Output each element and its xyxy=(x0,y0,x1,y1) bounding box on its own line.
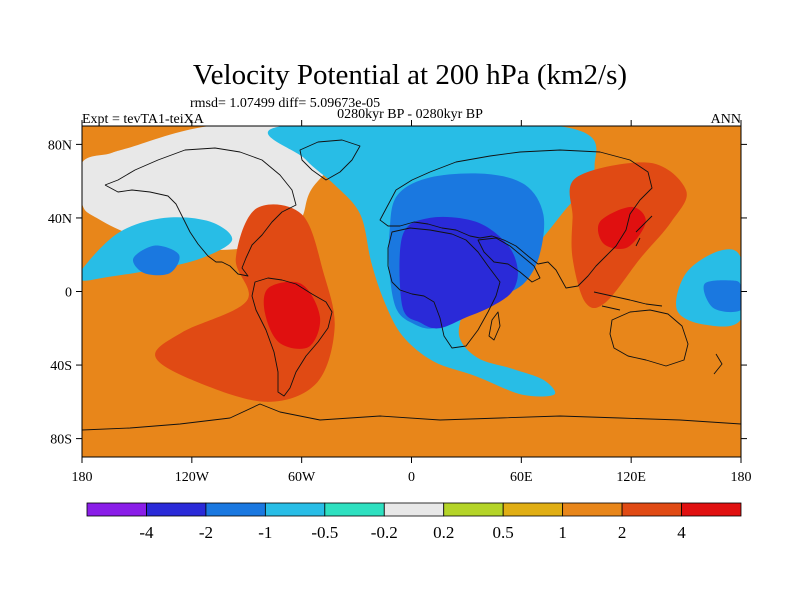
coast-antarctica xyxy=(82,403,741,431)
colorbar-label: 0.5 xyxy=(493,523,514,542)
coast-australia xyxy=(609,309,689,367)
colorbar-swatch xyxy=(621,502,682,517)
colorbar-swatch xyxy=(681,502,742,517)
field-region-south-america-positive-core xyxy=(263,281,321,349)
colorbar-swatch xyxy=(383,502,445,517)
x-tick-label: 120W xyxy=(175,470,210,485)
coast-arabia-india xyxy=(477,237,541,283)
colorbar-swatch xyxy=(205,502,266,517)
colorbar-swatch xyxy=(264,502,326,517)
x-tick-label: 180 xyxy=(731,470,752,485)
colorbar-swatch xyxy=(146,502,207,517)
field-region-asia-pacific-positive-core xyxy=(597,206,646,250)
x-tick-label: 0 xyxy=(408,470,415,485)
period-label: 0280kyr BP - 0280kyr BP xyxy=(337,107,483,122)
coast-europe-asia xyxy=(379,149,653,289)
x-tick-label: 60E xyxy=(510,470,533,485)
colorbar: -4 -2 -1 -0.5 -0.2 0.2 0.5 1 2 4 xyxy=(86,502,742,542)
x-axis: 180 120W 60W 0 60E 120E 180 xyxy=(72,120,752,485)
coast-greenland xyxy=(299,139,361,181)
coastlines xyxy=(82,139,741,431)
coast-indonesia xyxy=(593,291,663,311)
chart-title: Velocity Potential at 200 hPa (km2/s) xyxy=(193,59,627,91)
colorbar-swatch xyxy=(443,502,504,517)
contour-field xyxy=(82,126,741,457)
field-region-africa-negative-minimum xyxy=(399,216,518,329)
colorbar-swatch xyxy=(502,502,564,517)
x-tick-label: 60W xyxy=(288,470,316,485)
colorbar-label: -1 xyxy=(258,523,272,542)
field-region-east-pacific-negative-core xyxy=(132,245,180,276)
colorbar-label: -0.5 xyxy=(311,523,338,542)
coast-madagascar xyxy=(488,311,501,341)
coast-africa xyxy=(387,227,501,349)
coast-north-america xyxy=(104,147,297,277)
colorbar-swatch xyxy=(562,502,623,517)
colorbar-label: -2 xyxy=(199,523,213,542)
colorbar-label: 4 xyxy=(677,523,686,542)
experiment-label: Expt = tevTA1-teiXA xyxy=(82,112,205,127)
colorbar-swatch xyxy=(324,502,385,517)
x-tick-label: 180 xyxy=(72,470,93,485)
y-tick-label: 40N xyxy=(48,212,72,227)
x-tick-label: 120E xyxy=(616,470,646,485)
colorbar-label: -4 xyxy=(139,523,154,542)
field-region-west-pacific-negative-core xyxy=(703,280,741,313)
y-tick-label: 80N xyxy=(48,138,72,153)
colorbar-label: -0.2 xyxy=(371,523,398,542)
y-tick-label: 40S xyxy=(50,359,72,374)
y-axis: 80N 40N 0 40S 80S xyxy=(48,138,747,448)
colorbar-label: 0.2 xyxy=(433,523,454,542)
y-tick-label: 80S xyxy=(50,433,72,448)
stats-line: rmsd= 1.07499 diff= 5.09673e-05 xyxy=(190,96,380,111)
coast-south-america xyxy=(251,277,333,397)
field-region-south-america-positive-outer xyxy=(155,204,335,402)
colorbar-label: 1 xyxy=(558,523,567,542)
coast-new-zealand xyxy=(713,353,723,375)
y-tick-label: 0 xyxy=(65,286,72,301)
colorbar-label: 2 xyxy=(618,523,627,542)
coast-japan xyxy=(635,215,653,247)
season-label: ANN xyxy=(711,112,741,127)
colorbar-swatch xyxy=(86,502,147,517)
